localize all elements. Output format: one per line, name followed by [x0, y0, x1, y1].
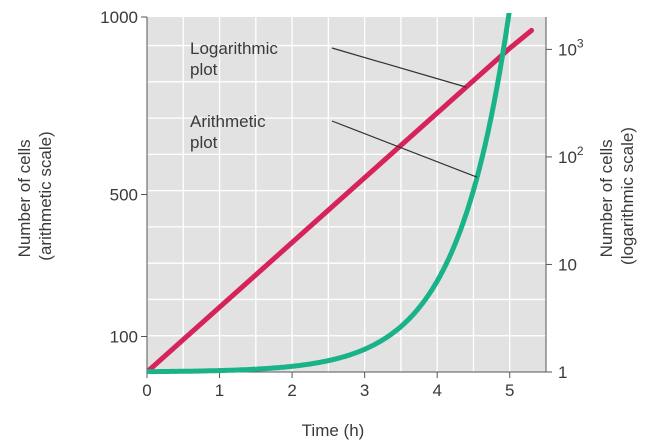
- annotation-leader-line: [331, 47, 467, 88]
- right-tick-label: 1: [558, 363, 567, 382]
- series-line: [147, 27, 534, 374]
- right-tick-label: 102: [558, 144, 584, 167]
- annotation-label: Logarithmic plot: [190, 39, 278, 79]
- left-tick-label: 100: [110, 328, 138, 347]
- x-tick-label: 2: [287, 381, 296, 400]
- right-axis-title-line-1: Number of cells: [597, 139, 616, 257]
- right-axis-title: Number of cells (logarithmic scale): [597, 127, 637, 265]
- right-tick-label: 103: [558, 36, 584, 59]
- annotation-leader-line: [331, 120, 478, 178]
- series: [147, 13, 534, 374]
- left-axis-title-line-1: Number of cells: [15, 139, 34, 257]
- annotation-label: Arithmetic plot: [190, 112, 266, 152]
- left-axis-title-line-2: (arithmetic scale): [36, 131, 55, 260]
- annotations: Logarithmic plot Arithmetic plot: [190, 39, 478, 178]
- ticks: 0 1 2 3 4 5 100 500 1000 1 10 102 103: [100, 8, 584, 400]
- x-tick-label: 0: [142, 381, 151, 400]
- x-axis-title: Time (h): [302, 421, 365, 440]
- series-line: [147, 13, 512, 374]
- left-tick-label: 500: [110, 186, 138, 205]
- x-tick-label: 5: [505, 381, 514, 400]
- right-axis-title-line-2: (logarithmic scale): [618, 127, 637, 265]
- x-tick-label: 3: [360, 381, 369, 400]
- left-tick-label: 1000: [100, 8, 138, 27]
- left-axis-title: Number of cells (arithmetic scale): [15, 131, 55, 260]
- right-tick-label: 10: [558, 255, 577, 274]
- x-tick-label: 1: [215, 381, 224, 400]
- x-tick-label: 4: [432, 381, 441, 400]
